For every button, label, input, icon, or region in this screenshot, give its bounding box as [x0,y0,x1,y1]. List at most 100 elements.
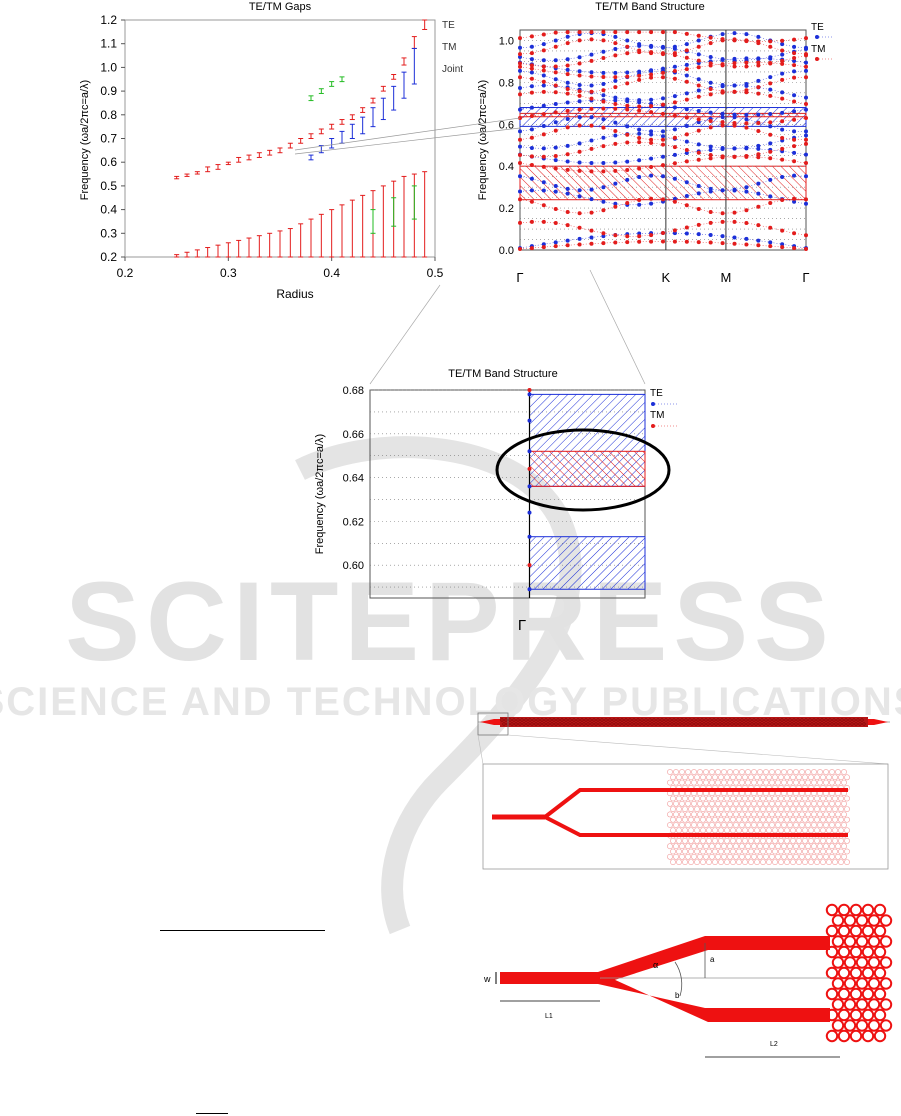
band-dot [625,97,630,102]
hole [718,816,724,823]
hole [694,848,700,855]
band-dot [804,247,808,252]
hole [861,945,875,959]
hole [867,956,881,969]
band-dot [553,189,558,194]
hole [733,822,739,828]
hole [831,977,845,990]
hole [691,853,697,860]
band-dot [541,164,546,169]
band-dot [732,89,737,94]
band-dot [601,30,606,35]
hole [696,718,700,722]
band-dot [804,60,808,65]
hole [682,816,688,823]
hole [787,853,793,860]
band-dot [529,146,534,151]
band-dot [601,169,606,174]
band-dot [577,38,582,43]
hole [667,853,673,860]
band-dot [684,79,689,84]
band-dot [565,238,570,243]
band-dot [625,81,630,86]
band-dot [518,174,522,179]
band-dot [529,66,534,71]
hole [748,774,754,781]
band-dot [780,38,785,43]
hole [838,859,844,865]
band-dot [529,63,534,68]
band-dot [601,75,606,80]
hole [704,718,708,722]
band-dot [649,129,654,134]
hole [740,718,744,722]
hole [706,774,712,781]
hole [622,722,626,726]
hole [825,1029,839,1043]
hole [540,718,544,722]
hole [745,822,751,828]
band-dot [672,64,677,69]
hole [787,800,793,807]
hole [748,806,754,812]
hole [697,811,703,818]
hole [781,843,787,850]
band-dot [541,73,546,78]
hole [873,1029,887,1043]
band-dot [661,154,665,159]
hole [799,800,805,807]
band-dot [780,96,785,101]
hole [838,816,844,823]
hole [638,722,642,726]
hole [706,806,712,812]
band-dot [541,79,546,84]
hole [703,769,709,775]
band-dot [601,234,606,239]
hole [843,935,857,948]
hole [826,859,832,865]
hole [578,722,582,726]
band-dot [637,108,642,113]
band-dot [577,55,582,60]
band-dot [601,81,606,86]
band-dot [792,51,797,56]
hole [534,722,538,726]
band-dot [780,242,785,247]
band-dot [780,174,785,179]
band-dot [792,93,797,98]
hole [680,718,684,722]
band-dot [744,208,749,213]
hole [748,837,754,844]
hole [829,769,835,775]
band-dot [637,239,642,244]
hole [712,859,718,865]
band-dot [672,30,677,35]
zoom-gap-regions [529,393,646,590]
hole [775,843,781,850]
band-dot [565,100,570,105]
band-dot [661,129,665,134]
band-dot [792,137,797,142]
hole [574,722,578,726]
hole [766,722,770,726]
hole [814,795,820,802]
k-point-label: Γ [516,270,523,285]
hole [694,827,700,834]
hole [787,811,793,818]
hole [688,848,694,855]
hole [592,718,596,722]
hole [673,811,679,818]
band-dot [768,39,773,44]
hole [736,816,742,823]
band-dot [661,197,665,202]
band-chart: TE/TM Band Structure Frequency (ωa/2πc=a… [477,1,832,285]
hole [736,718,740,722]
band-dot [720,83,725,88]
hole [794,722,798,726]
hole [805,853,811,860]
band-dot [601,144,606,149]
hole [685,800,691,807]
band-dot [696,65,701,70]
band-dot [601,93,606,98]
hole [831,935,845,948]
